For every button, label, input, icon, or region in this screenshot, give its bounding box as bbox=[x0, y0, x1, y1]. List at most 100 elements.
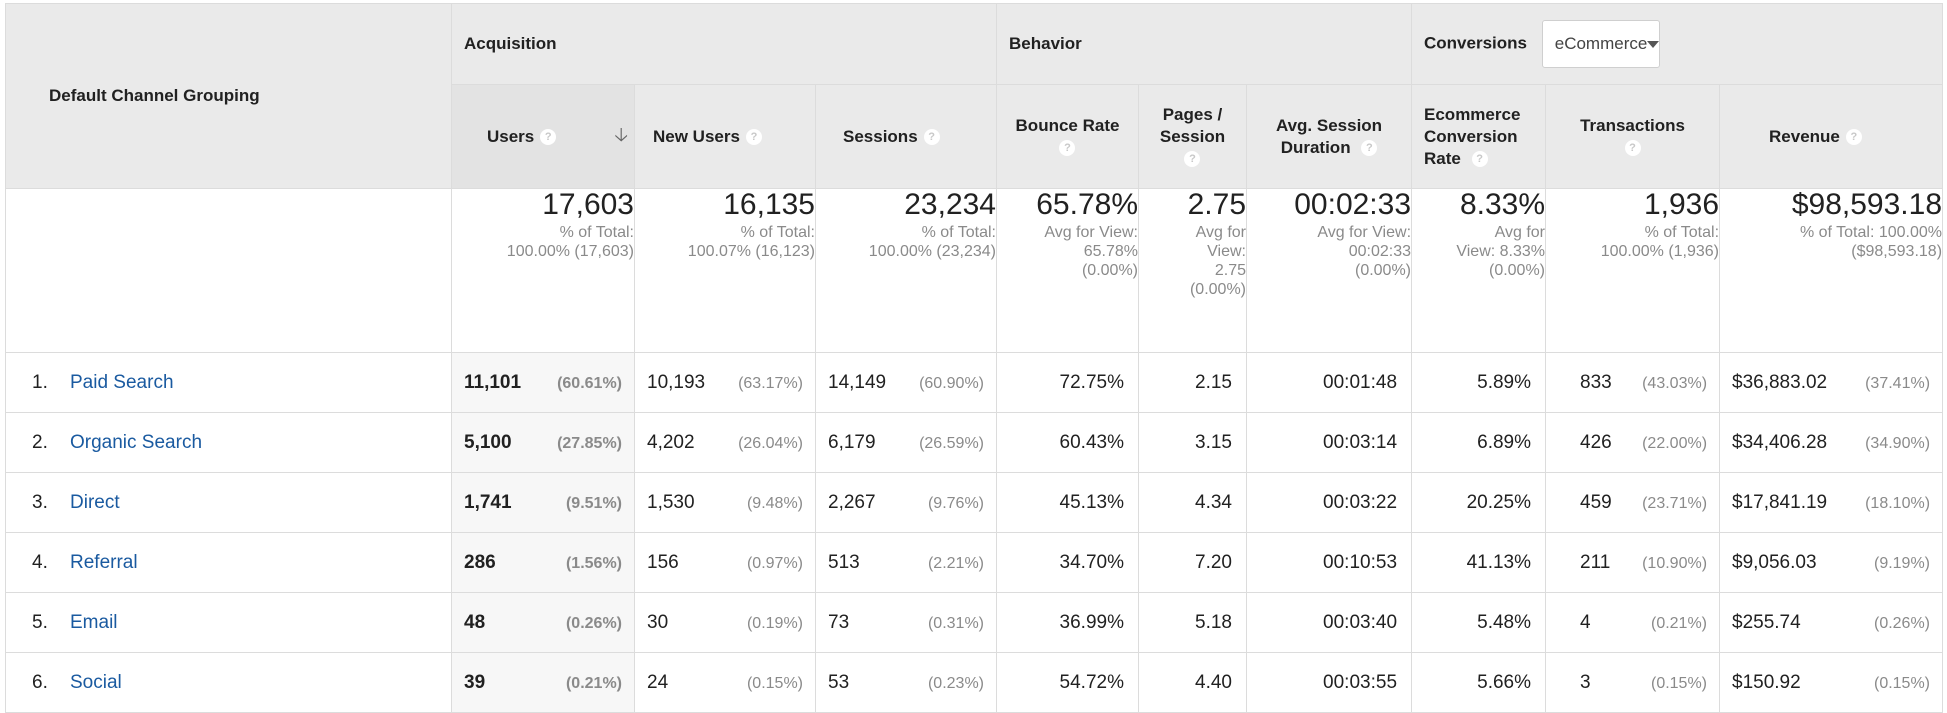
total-bounce-rate-value: 65.78% bbox=[1036, 188, 1138, 221]
bounce-rate-cell: 54.72% bbox=[996, 652, 1139, 713]
conversions-label: Conversions bbox=[1424, 33, 1527, 53]
sessions-column-header[interactable]: Sessions ? bbox=[815, 84, 997, 189]
transactions-value: 4 bbox=[1580, 611, 1591, 633]
channel-link[interactable]: Email bbox=[70, 611, 118, 633]
total-ecr-note-2: View: 8.33% bbox=[1456, 243, 1546, 260]
users-cell: 1,741 (9.51%) bbox=[451, 472, 635, 533]
total-sessions: 23,234 % of Total: 100.00% (23,234) bbox=[815, 188, 997, 353]
ecr-cell: 5.89% bbox=[1411, 352, 1547, 413]
avg-session-duration-column-header[interactable]: Avg. Session Duration ? bbox=[1245, 84, 1413, 189]
total-pages-session-note-4: (0.00%) bbox=[1189, 281, 1246, 298]
total-bounce-rate-note-3: (0.00%) bbox=[1081, 262, 1138, 279]
avg-duration-cell: 00:10:53 bbox=[1245, 532, 1413, 593]
total-revenue: $98,593.18 % of Total: 100.00% ($98,593.1… bbox=[1719, 188, 1944, 353]
arrow-down-icon[interactable]: 🡣 bbox=[614, 124, 628, 146]
total-ecr-note-1: Avg for bbox=[1494, 224, 1546, 241]
users-percent: (0.26%) bbox=[565, 614, 622, 632]
channel-link[interactable]: Paid Search bbox=[70, 371, 174, 393]
total-new-users-note-2: 100.07% (16,123) bbox=[687, 243, 815, 260]
total-users: 17,603 % of Total: 100.00% (17,603) bbox=[451, 188, 635, 353]
bounce-rate-column-header[interactable]: Bounce Rate ? bbox=[996, 84, 1139, 189]
new-users-value: 4,202 bbox=[647, 431, 695, 453]
total-ecr-note-3: (0.00%) bbox=[1488, 262, 1546, 279]
total-pages-session-note-1: Avg for bbox=[1195, 224, 1246, 241]
totals-label-cell bbox=[5, 188, 452, 353]
channel-link[interactable]: Social bbox=[70, 671, 122, 693]
users-header-label: Users bbox=[487, 126, 535, 146]
sessions-percent: (60.90%) bbox=[919, 374, 984, 392]
users-value: 286 bbox=[464, 551, 496, 573]
total-sessions-value: 23,234 bbox=[904, 188, 996, 221]
sessions-percent: (2.21%) bbox=[927, 554, 984, 572]
revenue-column-header[interactable]: Revenue ? bbox=[1719, 84, 1944, 189]
ecr-cell: 41.13% bbox=[1411, 532, 1547, 593]
table-row: 2. Organic Search 5,100 (27.85%) 4,202 (26.… bbox=[5, 412, 1944, 473]
new-users-cell: 156 (0.97%) bbox=[634, 532, 816, 593]
totals-row: 17,603 % of Total: 100.00% (17,603) 16,13… bbox=[5, 188, 1944, 353]
users-percent: (1.56%) bbox=[565, 554, 622, 572]
channel-cell: 6. Social bbox=[5, 652, 452, 713]
channel-link[interactable]: Referral bbox=[70, 551, 138, 573]
bounce-rate-cell: 45.13% bbox=[996, 472, 1139, 533]
question-circle-icon[interactable]: ? bbox=[1184, 151, 1201, 168]
users-value: 48 bbox=[464, 611, 486, 633]
total-users-note-1: % of Total: bbox=[559, 224, 634, 241]
new-users-percent: (63.17%) bbox=[738, 374, 803, 392]
channel-report: Default Channel Grouping Acquisition Beh… bbox=[5, 3, 1944, 713]
users-column-header[interactable]: Users ? 🡣 bbox=[451, 84, 635, 189]
total-revenue-note-2: ($98,593.18) bbox=[1851, 243, 1943, 260]
total-new-users-note-1: % of Total: bbox=[740, 224, 815, 241]
pages-session-cell: 3.15 bbox=[1138, 412, 1247, 473]
dimension-header-label: Default Channel Grouping bbox=[49, 86, 260, 105]
question-circle-icon[interactable]: ? bbox=[1845, 128, 1862, 145]
question-circle-icon[interactable]: ? bbox=[1624, 140, 1641, 157]
question-circle-icon[interactable]: ? bbox=[540, 128, 557, 145]
revenue-value: $150.92 bbox=[1732, 671, 1801, 693]
question-circle-icon[interactable]: ? bbox=[745, 128, 762, 145]
total-bounce-rate: 65.78% Avg for View: 65.78% (0.00%) bbox=[996, 188, 1139, 353]
new-users-value: 30 bbox=[647, 611, 669, 633]
total-new-users-value: 16,135 bbox=[723, 188, 815, 221]
avg-duration-header-label-1: Avg. Session bbox=[1275, 115, 1383, 135]
row-index: 5. bbox=[32, 611, 48, 633]
row-index: 1. bbox=[32, 371, 48, 393]
bounce-rate-cell: 60.43% bbox=[996, 412, 1139, 473]
revenue-header-label: Revenue bbox=[1769, 126, 1840, 146]
pages-session-column-header[interactable]: Pages / Session ? bbox=[1138, 84, 1247, 189]
total-ecommerce-conversion-rate: 8.33% Avg for View: 8.33% (0.00%) bbox=[1411, 188, 1547, 353]
avg-duration-cell: 00:03:55 bbox=[1245, 652, 1413, 713]
new-users-percent: (0.15%) bbox=[746, 674, 803, 692]
sessions-cell: 2,267 (9.76%) bbox=[815, 472, 997, 533]
ecommerce-conversion-rate-column-header[interactable]: Ecommerce Conversion Rate ? bbox=[1411, 84, 1547, 189]
question-circle-icon[interactable]: ? bbox=[1059, 140, 1076, 157]
users-value: 39 bbox=[464, 671, 486, 693]
pages-session-cell: 4.34 bbox=[1138, 472, 1247, 533]
table-row: 5. Email 48 (0.26%) 30 (0.19%) 73 (0.31%) 36… bbox=[5, 592, 1944, 653]
new-users-cell: 4,202 (26.04%) bbox=[634, 412, 816, 473]
transactions-column-header[interactable]: Transactions ? bbox=[1545, 84, 1721, 189]
channel-link[interactable]: Direct bbox=[70, 491, 120, 513]
dimension-header[interactable]: Default Channel Grouping bbox=[5, 3, 452, 189]
transactions-cell: 459 (23.71%) bbox=[1545, 472, 1721, 533]
revenue-value: $17,841.19 bbox=[1732, 491, 1828, 513]
ecr-header-label-2: Conversion bbox=[1424, 126, 1518, 146]
question-circle-icon[interactable]: ? bbox=[1471, 151, 1488, 168]
sessions-value: 53 bbox=[828, 671, 850, 693]
new-users-column-header[interactable]: New Users ? bbox=[634, 84, 816, 189]
caret-down-icon bbox=[1647, 40, 1660, 48]
channel-link[interactable]: Organic Search bbox=[70, 431, 203, 453]
sessions-percent: (9.76%) bbox=[927, 494, 984, 512]
ecr-cell: 5.66% bbox=[1411, 652, 1547, 713]
revenue-percent: (37.41%) bbox=[1865, 374, 1931, 392]
conversions-goal-dropdown[interactable]: eCommerce bbox=[1541, 20, 1660, 68]
question-circle-icon[interactable]: ? bbox=[923, 128, 940, 145]
new-users-cell: 30 (0.19%) bbox=[634, 592, 816, 653]
revenue-cell: $36,883.02 (37.41%) bbox=[1719, 352, 1944, 413]
avg-duration-cell: 00:03:22 bbox=[1245, 472, 1413, 533]
ecr-header-label-1: Ecommerce bbox=[1424, 104, 1521, 124]
new-users-cell: 24 (0.15%) bbox=[634, 652, 816, 713]
revenue-cell: $34,406.28 (34.90%) bbox=[1719, 412, 1944, 473]
total-pages-session-value: 2.75 bbox=[1187, 188, 1246, 221]
avg-duration-cell: 00:03:40 bbox=[1245, 592, 1413, 653]
question-circle-icon[interactable]: ? bbox=[1361, 140, 1378, 157]
